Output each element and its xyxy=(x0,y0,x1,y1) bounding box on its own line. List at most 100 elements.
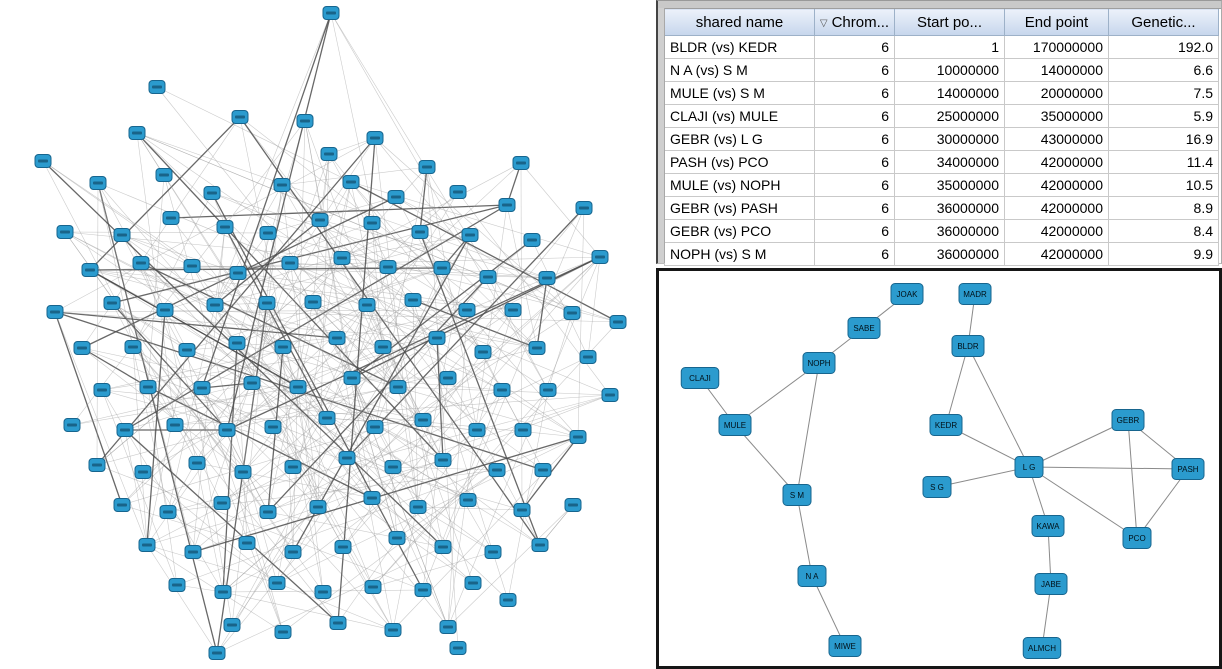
sub-network-view[interactable]: JOAK MADR SABE BLDR NOPH CLAJI MULE KEDR GEBR L G… xyxy=(656,268,1222,669)
network-node[interactable] xyxy=(155,168,173,182)
network-node[interactable] xyxy=(468,423,486,437)
table-cell[interactable]: 35000000 xyxy=(894,173,1005,197)
table-cell[interactable]: 6 xyxy=(814,104,895,128)
network-node[interactable] xyxy=(206,298,224,312)
network-node[interactable] xyxy=(318,411,336,425)
table-cell[interactable]: NOPH (vs) S M xyxy=(664,242,815,266)
table-cell[interactable]: 6 xyxy=(814,196,895,220)
network-node[interactable] xyxy=(512,156,530,170)
table-cell[interactable]: 20000000 xyxy=(1004,81,1109,105)
network-node[interactable] xyxy=(531,538,549,552)
table-cell[interactable]: GEBR (vs) PASH xyxy=(664,196,815,220)
network-node[interactable] xyxy=(569,430,587,444)
table-cell[interactable]: 42000000 xyxy=(1004,150,1109,174)
table-cell[interactable]: MULE (vs) NOPH xyxy=(664,173,815,197)
network-node[interactable] xyxy=(113,228,131,242)
table-cell[interactable]: GEBR (vs) L G xyxy=(664,127,815,151)
network-node[interactable] xyxy=(124,340,142,354)
network-node[interactable] xyxy=(439,371,457,385)
network-node[interactable] xyxy=(334,540,352,554)
network-node[interactable] xyxy=(159,505,177,519)
network-node[interactable] xyxy=(388,531,406,545)
column-header-shared-name[interactable]: shared name xyxy=(664,8,815,36)
network-node[interactable] xyxy=(148,80,166,94)
network-node[interactable] xyxy=(234,465,252,479)
network-node[interactable] xyxy=(168,578,186,592)
table-cell[interactable]: 6 xyxy=(814,242,895,266)
network-node-kawa[interactable]: KAWA xyxy=(1031,515,1065,537)
network-node-pash[interactable]: PASH xyxy=(1171,458,1205,480)
network-node[interactable] xyxy=(474,345,492,359)
network-node[interactable] xyxy=(193,381,211,395)
network-node[interactable] xyxy=(591,250,609,264)
network-node-mule[interactable]: MULE xyxy=(718,414,752,436)
network-node[interactable] xyxy=(461,228,479,242)
table-cell[interactable]: 6 xyxy=(814,81,895,105)
network-node[interactable] xyxy=(228,336,246,350)
network-node[interactable] xyxy=(384,623,402,637)
network-node[interactable] xyxy=(409,500,427,514)
network-node[interactable] xyxy=(538,271,556,285)
table-cell[interactable]: CLAJI (vs) MULE xyxy=(664,104,815,128)
network-node-kedr[interactable]: KEDR xyxy=(929,414,963,436)
network-node[interactable] xyxy=(273,178,291,192)
network-node-miwe[interactable]: MIWE xyxy=(828,635,862,657)
table-cell[interactable]: 6 xyxy=(814,35,895,59)
table-cell[interactable]: PASH (vs) PCO xyxy=(664,150,815,174)
network-node[interactable] xyxy=(329,616,347,630)
network-node[interactable] xyxy=(214,585,232,599)
table-cell[interactable]: 8.4 xyxy=(1108,219,1219,243)
table-row[interactable]: PASH (vs) PCO 6 34000000 42000000 11.4 xyxy=(664,150,1219,174)
network-node[interactable] xyxy=(504,303,522,317)
network-node[interactable] xyxy=(428,331,446,345)
network-node[interactable] xyxy=(238,536,256,550)
network-node[interactable] xyxy=(363,216,381,230)
sub-network-canvas[interactable]: JOAK MADR SABE BLDR NOPH CLAJI MULE KEDR GEBR L G… xyxy=(659,271,1219,666)
network-node[interactable] xyxy=(166,418,184,432)
network-node-n-a[interactable]: N A xyxy=(797,565,827,587)
network-node[interactable] xyxy=(459,493,477,507)
table-row[interactable]: CLAJI (vs) MULE 6 25000000 35000000 5.9 xyxy=(664,104,1219,128)
network-node[interactable] xyxy=(479,270,497,284)
table-cell[interactable]: 16.9 xyxy=(1108,127,1219,151)
network-node[interactable] xyxy=(203,186,221,200)
network-node[interactable] xyxy=(162,211,180,225)
table-cell[interactable]: 6 xyxy=(814,219,895,243)
network-node[interactable] xyxy=(389,380,407,394)
network-node[interactable] xyxy=(523,233,541,247)
table-cell[interactable]: 30000000 xyxy=(894,127,1005,151)
network-node[interactable] xyxy=(128,126,146,140)
network-node[interactable] xyxy=(404,293,422,307)
network-node[interactable] xyxy=(284,545,302,559)
network-node[interactable] xyxy=(311,213,329,227)
column-header-genetic[interactable]: Genetic... xyxy=(1108,8,1219,36)
network-node[interactable] xyxy=(601,388,619,402)
network-node-sabe[interactable]: SABE xyxy=(847,317,881,339)
filter-icon[interactable]: ▽ xyxy=(819,17,828,29)
network-node[interactable] xyxy=(139,380,157,394)
table-cell[interactable]: 1 xyxy=(894,35,1005,59)
network-node[interactable] xyxy=(379,260,397,274)
table-cell[interactable]: 7.5 xyxy=(1108,81,1219,105)
network-node[interactable] xyxy=(274,625,292,639)
network-node[interactable] xyxy=(116,423,134,437)
table-cell[interactable]: 14000000 xyxy=(894,81,1005,105)
network-node[interactable] xyxy=(183,259,201,273)
network-node[interactable] xyxy=(223,618,241,632)
network-node[interactable] xyxy=(414,583,432,597)
network-node[interactable] xyxy=(458,303,476,317)
table-cell[interactable]: 34000000 xyxy=(894,150,1005,174)
network-node[interactable] xyxy=(103,296,121,310)
network-node[interactable] xyxy=(464,576,482,590)
network-node[interactable] xyxy=(528,341,546,355)
network-node[interactable] xyxy=(387,190,405,204)
network-node[interactable] xyxy=(498,198,516,212)
network-node[interactable] xyxy=(73,341,91,355)
table-row[interactable]: MULE (vs) S M 6 14000000 20000000 7.5 xyxy=(664,81,1219,105)
network-node[interactable] xyxy=(414,413,432,427)
table-cell[interactable]: 6.6 xyxy=(1108,58,1219,82)
network-node[interactable] xyxy=(188,456,206,470)
table-cell[interactable]: BLDR (vs) KEDR xyxy=(664,35,815,59)
network-node[interactable] xyxy=(539,383,557,397)
network-node[interactable] xyxy=(333,251,351,265)
